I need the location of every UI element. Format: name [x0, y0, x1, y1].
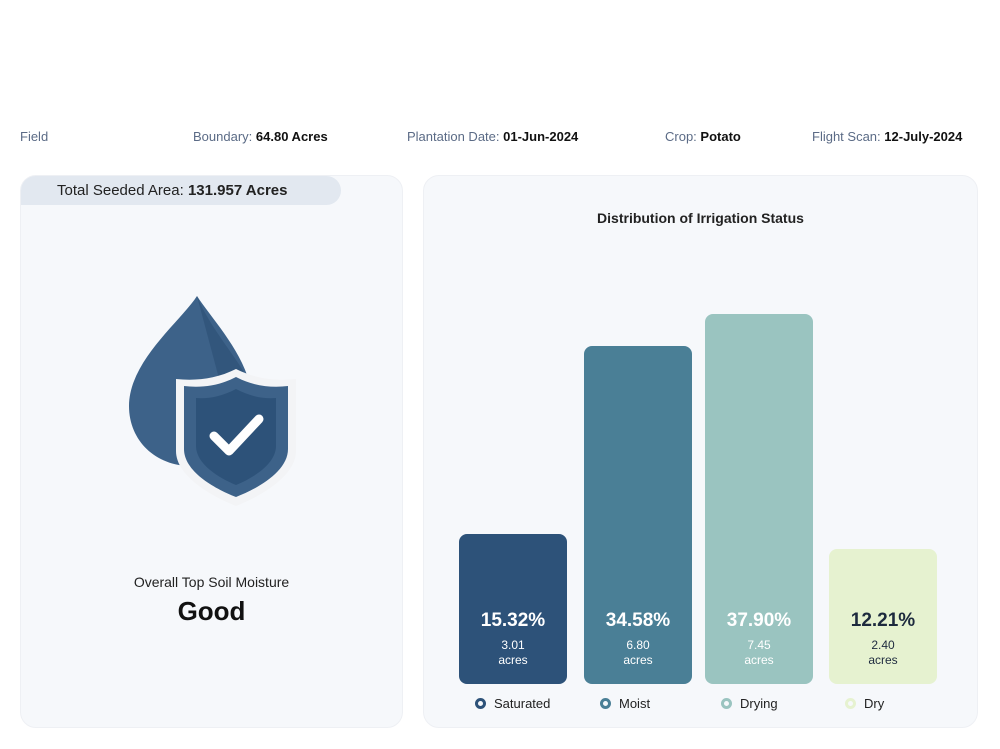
flight-scan-info: Flight Scan: 12-July-2024 — [812, 129, 963, 144]
legend-dot-icon — [721, 698, 732, 709]
soil-moisture-card: Total Seeded Area: 131.957 Acres Overall… — [20, 175, 403, 728]
plantation-date-info: Plantation Date: 01-Jun-2024 — [407, 129, 579, 144]
bar-saturated: 15.32% 3.01 acres — [459, 534, 567, 684]
legend-item-dry: Dry — [845, 696, 884, 711]
legend-item-drying: Drying — [721, 696, 778, 711]
bar-percent-label: 15.32% — [480, 609, 546, 631]
bar-percent-label: 34.58% — [605, 609, 671, 631]
bar-acres-value: 6.80 — [626, 637, 650, 652]
bar-drying: 37.90% 7.45 acres — [705, 314, 813, 684]
bar-acres-unit: acres — [744, 653, 774, 667]
water-drop-shield-check-icon — [129, 296, 296, 506]
bar-percent-label: 37.90% — [726, 610, 792, 631]
boundary-info: Boundary: 64.80 Acres — [193, 129, 328, 144]
bar-moist: 34.58% 6.80 acres — [584, 346, 692, 684]
moisture-value: Good — [177, 596, 246, 626]
bar-acres-value: 3.01 — [501, 637, 525, 652]
bar-percent-label: 12.21% — [850, 610, 916, 631]
legend-label: Saturated — [494, 696, 551, 711]
seeded-area-pill: Total Seeded Area: 131.957 Acres — [21, 176, 341, 205]
bar-acres-value: 7.45 — [747, 638, 771, 652]
bar-acres-unit: acres — [868, 653, 898, 667]
moisture-label: Overall Top Soil Moisture — [133, 574, 290, 590]
chart-title: Distribution of Irrigation Status — [597, 210, 804, 226]
legend-item-saturated: Saturated — [475, 696, 550, 711]
irrigation-chart-card: Distribution of Irrigation Status 15.32%… — [423, 175, 978, 728]
bar-acres-value: 2.40 — [871, 638, 895, 652]
bar-dry: 12.21% 2.40 acres — [829, 549, 937, 684]
legend-label: Moist — [619, 696, 651, 711]
legend-dot-icon — [600, 698, 611, 709]
legend-label: Drying — [740, 696, 778, 711]
legend-dot-icon — [845, 698, 856, 709]
legend-item-moist: Moist — [600, 696, 650, 711]
legend-dot-icon — [475, 698, 486, 709]
crop-info: Crop: Potato — [665, 129, 741, 144]
legend-label: Dry — [864, 696, 885, 711]
field-label: Field — [20, 129, 49, 144]
bar-acres-unit: acres — [498, 652, 528, 667]
bar-acres-unit: acres — [623, 652, 653, 667]
